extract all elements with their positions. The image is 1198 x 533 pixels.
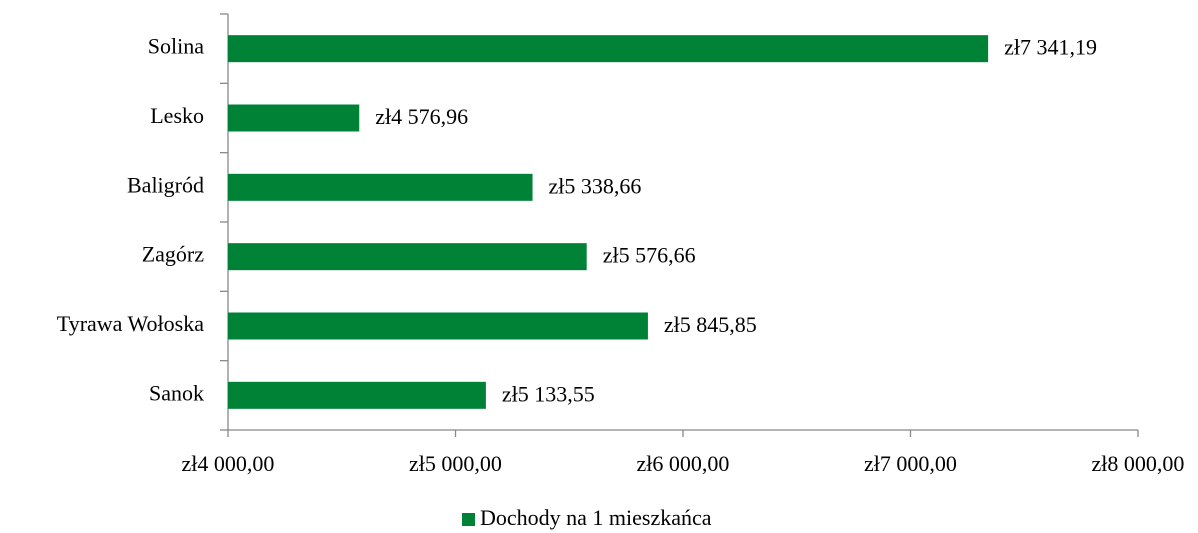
value-label: zł5 845,85: [664, 312, 757, 337]
x-tick-label: zł8 000,00: [1092, 451, 1185, 476]
legend-label: Dochody na 1 mieszkańca: [480, 505, 712, 530]
y-tick-label: Zagórz: [142, 242, 205, 267]
value-label: zł7 341,19: [1004, 35, 1097, 60]
x-tick-label: zł7 000,00: [864, 451, 957, 476]
bar: [228, 35, 989, 63]
bar: [228, 381, 486, 409]
y-tick-label: Baligród: [127, 172, 204, 197]
bar: [228, 243, 587, 271]
y-tick-label: Tyrawa Wołoska: [57, 311, 204, 336]
bar: [228, 104, 360, 132]
bar: [228, 173, 533, 201]
value-label: zł5 133,55: [502, 381, 595, 406]
y-tick-label: Solina: [148, 34, 204, 59]
x-tick-label: zł4 000,00: [182, 451, 275, 476]
y-tick-label: Sanok: [149, 380, 204, 405]
bar: [228, 312, 648, 340]
y-tick-label: Lesko: [150, 103, 204, 128]
value-label: zł5 338,66: [549, 173, 642, 198]
x-tick-label: zł5 000,00: [409, 451, 502, 476]
legend-swatch: [462, 513, 475, 526]
value-label: zł4 576,96: [375, 104, 468, 129]
x-tick-label: zł6 000,00: [637, 451, 730, 476]
value-label: zł5 576,66: [603, 243, 696, 268]
